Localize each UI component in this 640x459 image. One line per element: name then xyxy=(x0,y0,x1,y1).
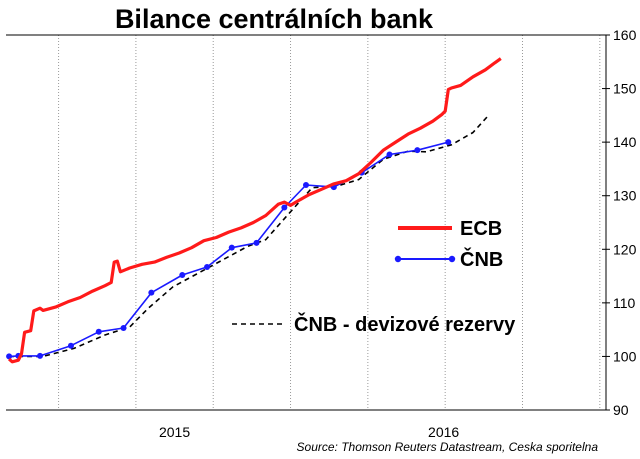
data-point-cnb xyxy=(179,272,186,278)
data-point-cnb xyxy=(228,244,235,251)
legend-label-cnb-reserves: ČNB - devizové rezervy xyxy=(294,312,516,336)
y-tick-label: 120 xyxy=(613,241,637,257)
data-point-cnb xyxy=(281,204,288,211)
series-line-cnb-reserves xyxy=(9,114,490,358)
x-tick-label: 2015 xyxy=(159,424,190,440)
y-axis-ticks: 90 100 110 120 130 140 150 160 xyxy=(602,27,637,418)
y-tick-label: 150 xyxy=(613,81,637,97)
y-tick-label: 140 xyxy=(613,134,637,150)
data-point-cnb xyxy=(386,151,393,158)
data-point-cnb xyxy=(67,342,74,349)
data-point-cnb xyxy=(204,263,211,270)
chart-title: Bilance centrálních bank xyxy=(115,4,434,34)
y-tick-label: 90 xyxy=(613,402,629,418)
series-line-cnb xyxy=(9,141,449,358)
legend-label-cnb: ČNB xyxy=(460,247,503,271)
legend-marker-cnb xyxy=(448,255,456,263)
data-point-cnb xyxy=(120,325,127,332)
y-tick-label: 160 xyxy=(613,27,637,43)
data-point-cnb xyxy=(303,182,309,188)
x-tick-label: 2016 xyxy=(428,424,459,440)
data-point-cnb xyxy=(95,328,102,335)
data-point-cnb xyxy=(148,289,155,296)
series-line-ecb xyxy=(8,57,502,364)
y-tick-label: 130 xyxy=(613,188,637,204)
data-point-cnb xyxy=(414,147,421,154)
data-point-cnb xyxy=(253,239,260,246)
data-point-cnb xyxy=(6,353,13,360)
vertical-grid xyxy=(58,35,601,410)
y-tick-label: 110 xyxy=(613,295,636,311)
y-tick-label: 100 xyxy=(613,348,637,364)
source-note: Source: Thomson Reuters Datastream, Cesk… xyxy=(297,440,599,454)
plot-frame xyxy=(6,34,607,411)
legend-label-ecb: ECB xyxy=(460,218,502,240)
data-point-cnb xyxy=(37,352,44,359)
series-lines xyxy=(6,57,502,364)
legend-marker-cnb xyxy=(394,255,402,263)
data-point-cnb xyxy=(445,139,452,146)
x-axis-labels: 2015 2016 xyxy=(159,424,459,440)
legend: ECB ČNB ČNB - devizové rezervy xyxy=(232,218,516,336)
